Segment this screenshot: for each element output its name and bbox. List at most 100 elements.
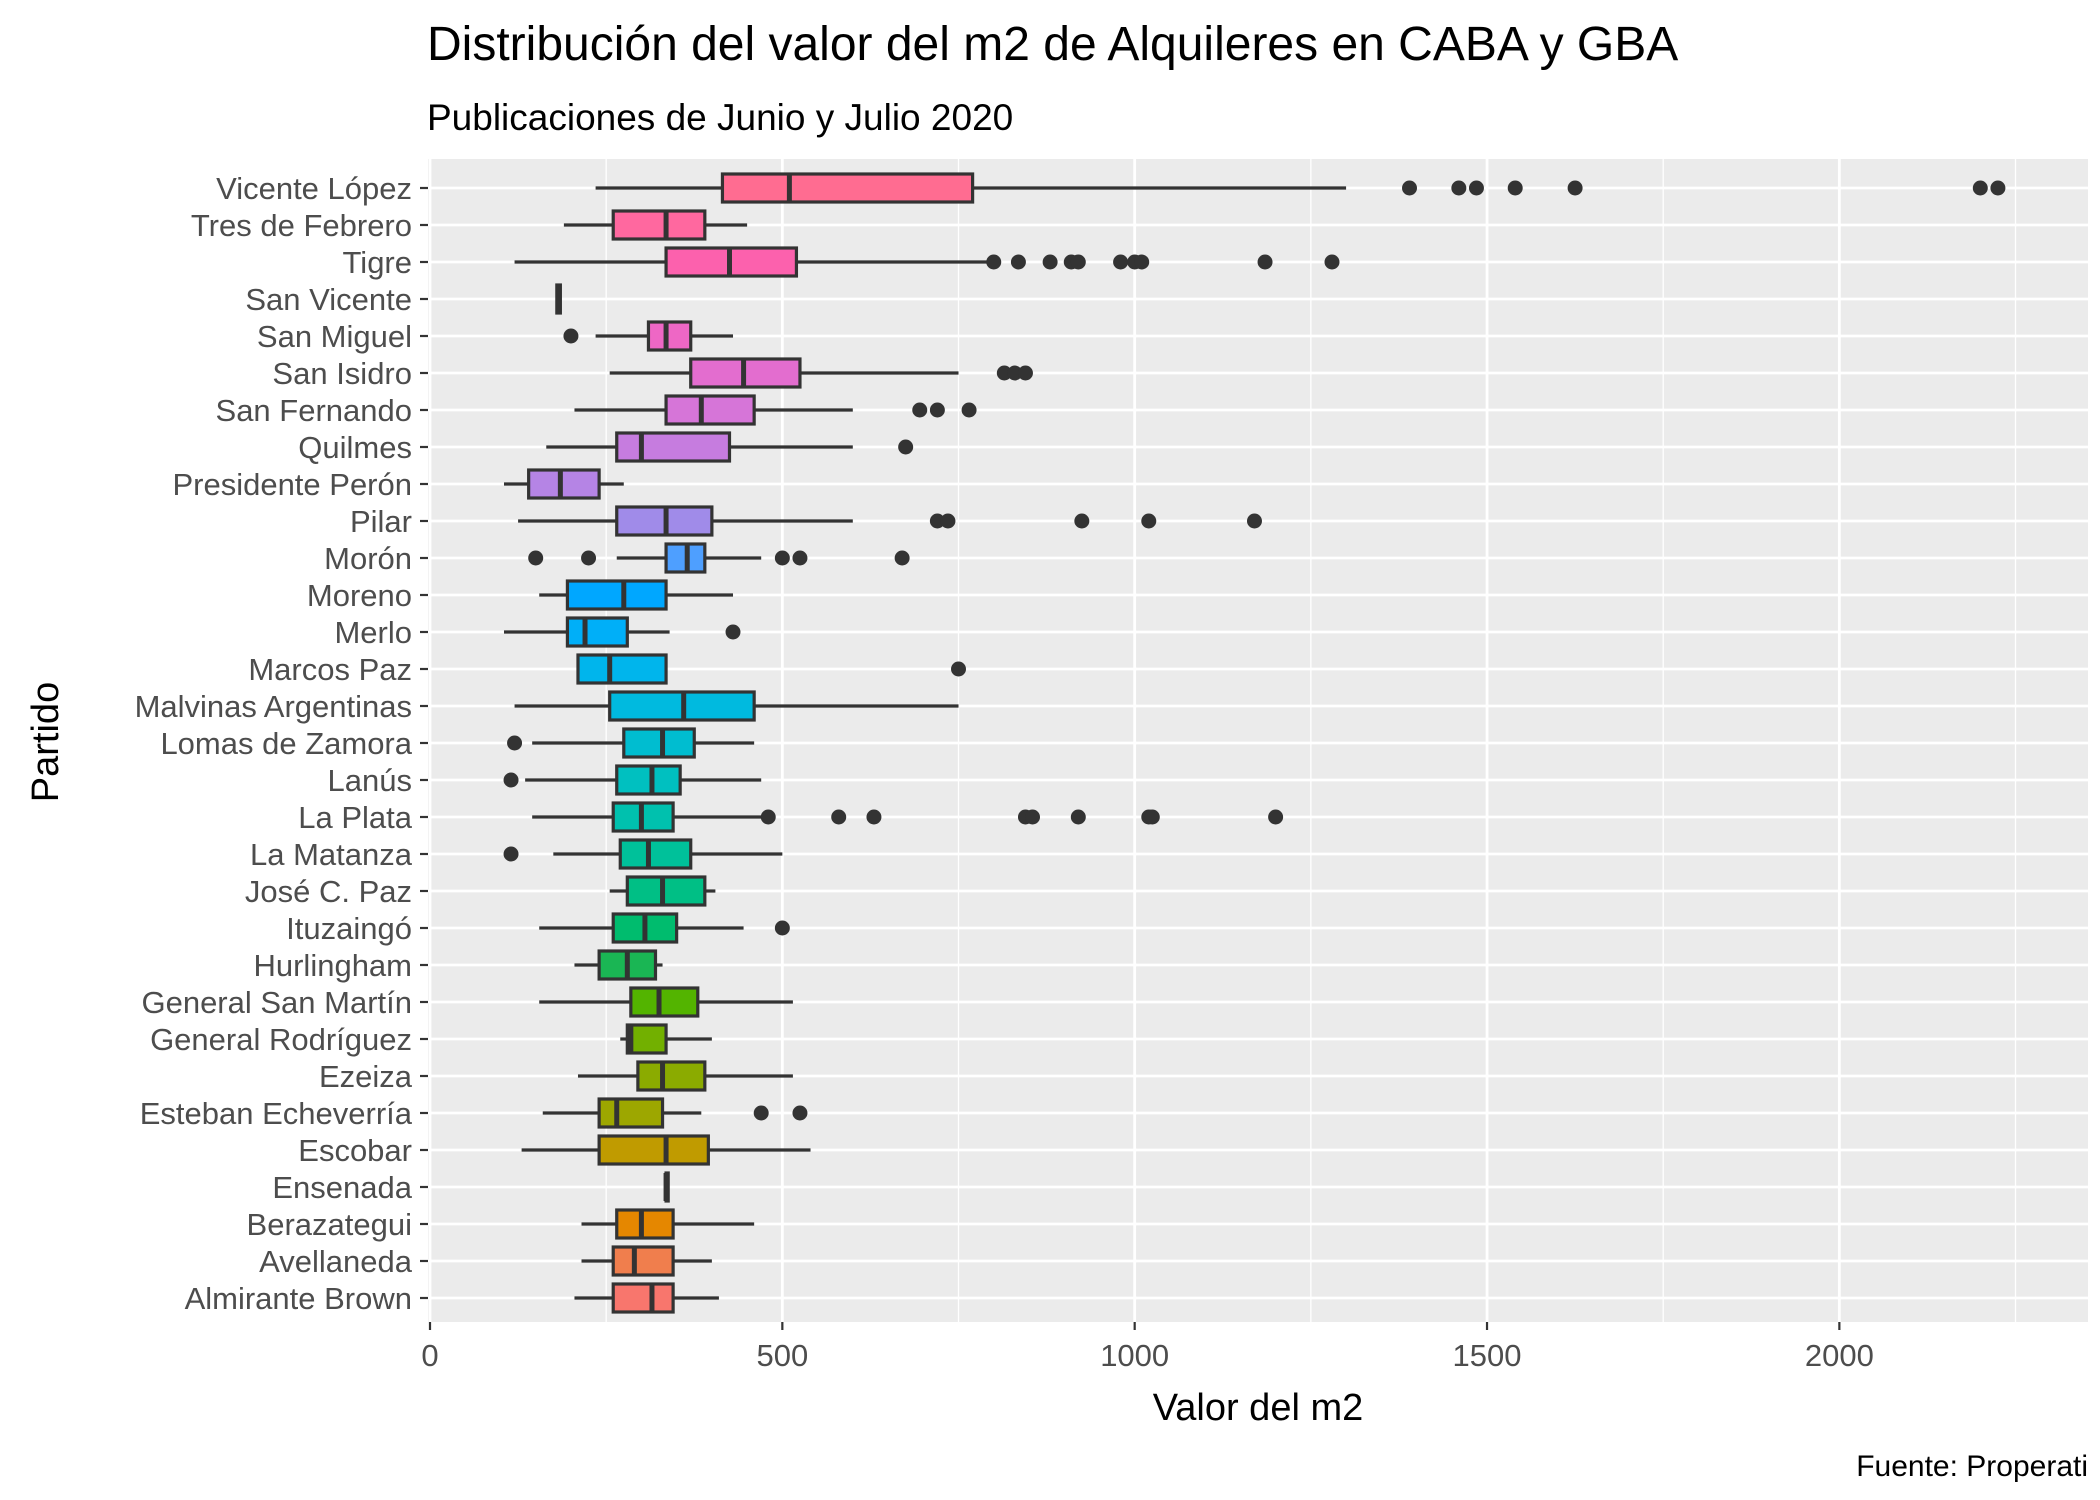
y-tick-label: Ensenada: [272, 1170, 412, 1205]
box: [597, 1134, 710, 1166]
box: [611, 209, 707, 241]
boxplot: [528, 542, 910, 574]
outlier-point: [1070, 254, 1086, 270]
y-tick-label: Lomas de Zamora: [160, 726, 412, 761]
boxplot: [563, 320, 734, 352]
boxplot: [539, 579, 734, 611]
boxplot: [521, 1134, 811, 1166]
outlier-point: [996, 365, 1012, 381]
outlier-point: [1017, 365, 1033, 381]
outlier-point: [1468, 180, 1484, 196]
boxplot: [609, 357, 1033, 389]
box: [720, 172, 975, 204]
boxplot: [503, 764, 762, 796]
caption: Fuente: Properati: [1856, 1450, 2088, 1483]
y-tick-label: San Fernando: [216, 393, 412, 428]
outlier-point: [894, 550, 910, 566]
boxplot: [503, 616, 741, 648]
outlier-point: [1070, 809, 1086, 825]
y-tick-label: Malvinas Argentinas: [135, 689, 412, 724]
outlier-point: [792, 550, 808, 566]
box: [565, 616, 629, 648]
outlier-point: [1972, 180, 1988, 196]
y-tick-label: Escobar: [298, 1133, 412, 1168]
box: [576, 653, 668, 685]
boxplot: [574, 394, 977, 426]
outlier-point: [929, 402, 945, 418]
outlier-point: [1567, 180, 1583, 196]
y-tick-label: General Rodríguez: [150, 1022, 412, 1057]
boxplot: [514, 690, 959, 722]
outlier-point: [1007, 365, 1023, 381]
boxplot: [507, 727, 755, 759]
outlier-point: [898, 439, 914, 455]
outlier-point: [563, 328, 579, 344]
x-tick-label: 1000: [1100, 1338, 1169, 1373]
box: [597, 1097, 665, 1129]
outlier-point: [503, 772, 519, 788]
outlier-point: [1268, 809, 1284, 825]
y-tick-label: Merlo: [334, 615, 412, 650]
boxplot: [574, 1282, 719, 1314]
outlier-point: [961, 402, 977, 418]
boxplot: [555, 283, 562, 315]
plot-panel: [428, 159, 2088, 1322]
y-tick-label: Ituzaingó: [286, 911, 412, 946]
outlier-point: [1074, 513, 1090, 529]
boxplot: [609, 875, 716, 907]
y-tick-label: Berazategui: [247, 1207, 412, 1242]
y-tick-label: Presidente Perón: [172, 467, 412, 502]
outlier-point: [1134, 254, 1150, 270]
outlier-point: [1025, 809, 1041, 825]
box: [664, 394, 756, 426]
box: [618, 838, 693, 870]
boxplot: [595, 172, 2006, 204]
box: [622, 727, 696, 759]
outlier-point: [1507, 180, 1523, 196]
y-tick-label: Lanús: [328, 763, 412, 798]
outlier-point: [792, 1105, 808, 1121]
outlier-point: [1451, 180, 1467, 196]
boxplot: [581, 1208, 755, 1240]
box: [615, 431, 732, 463]
outlier-point: [528, 550, 544, 566]
boxplot: [542, 1097, 808, 1129]
outlier-point: [725, 624, 741, 640]
y-tick-label: General San Martín: [141, 985, 412, 1020]
boxplot: [663, 1171, 670, 1203]
y-tick-label: San Vicente: [245, 282, 412, 317]
y-tick-label: Almirante Brown: [185, 1281, 412, 1316]
outlier-point: [986, 254, 1002, 270]
chart-subtitle: Publicaciones de Junio y Julio 2020: [427, 97, 1013, 138]
box: [611, 1245, 675, 1277]
outlier-point: [1144, 809, 1160, 825]
x-tick-label: 0: [421, 1338, 438, 1373]
boxplot: [514, 246, 1340, 278]
boxplot: [620, 1023, 712, 1055]
x-tick-label: 2000: [1805, 1338, 1874, 1373]
boxplot: [539, 912, 790, 944]
outlier-point: [503, 846, 519, 862]
y-tick-label: Morón: [324, 541, 412, 576]
outlier-point: [1402, 180, 1418, 196]
box: [615, 1208, 675, 1240]
boxplots: [503, 172, 2006, 1314]
outlier-point: [1113, 254, 1129, 270]
outlier-point: [1141, 513, 1157, 529]
x-tick-label: 500: [756, 1338, 808, 1373]
outlier-point: [1990, 180, 2006, 196]
outlier-point: [831, 809, 847, 825]
outlier-point: [1246, 513, 1262, 529]
outlier-point: [940, 513, 956, 529]
y-tick-label: Ezeiza: [319, 1059, 413, 1094]
y-tick-label: Esteban Echeverría: [140, 1096, 413, 1131]
box: [611, 1282, 675, 1314]
box: [615, 764, 682, 796]
y-tick-label: José C. Paz: [245, 874, 412, 909]
boxplot: [576, 653, 967, 685]
box: [625, 875, 707, 907]
outlier-point: [951, 661, 967, 677]
y-tick-label: San Isidro: [272, 356, 412, 391]
box: [565, 579, 668, 611]
